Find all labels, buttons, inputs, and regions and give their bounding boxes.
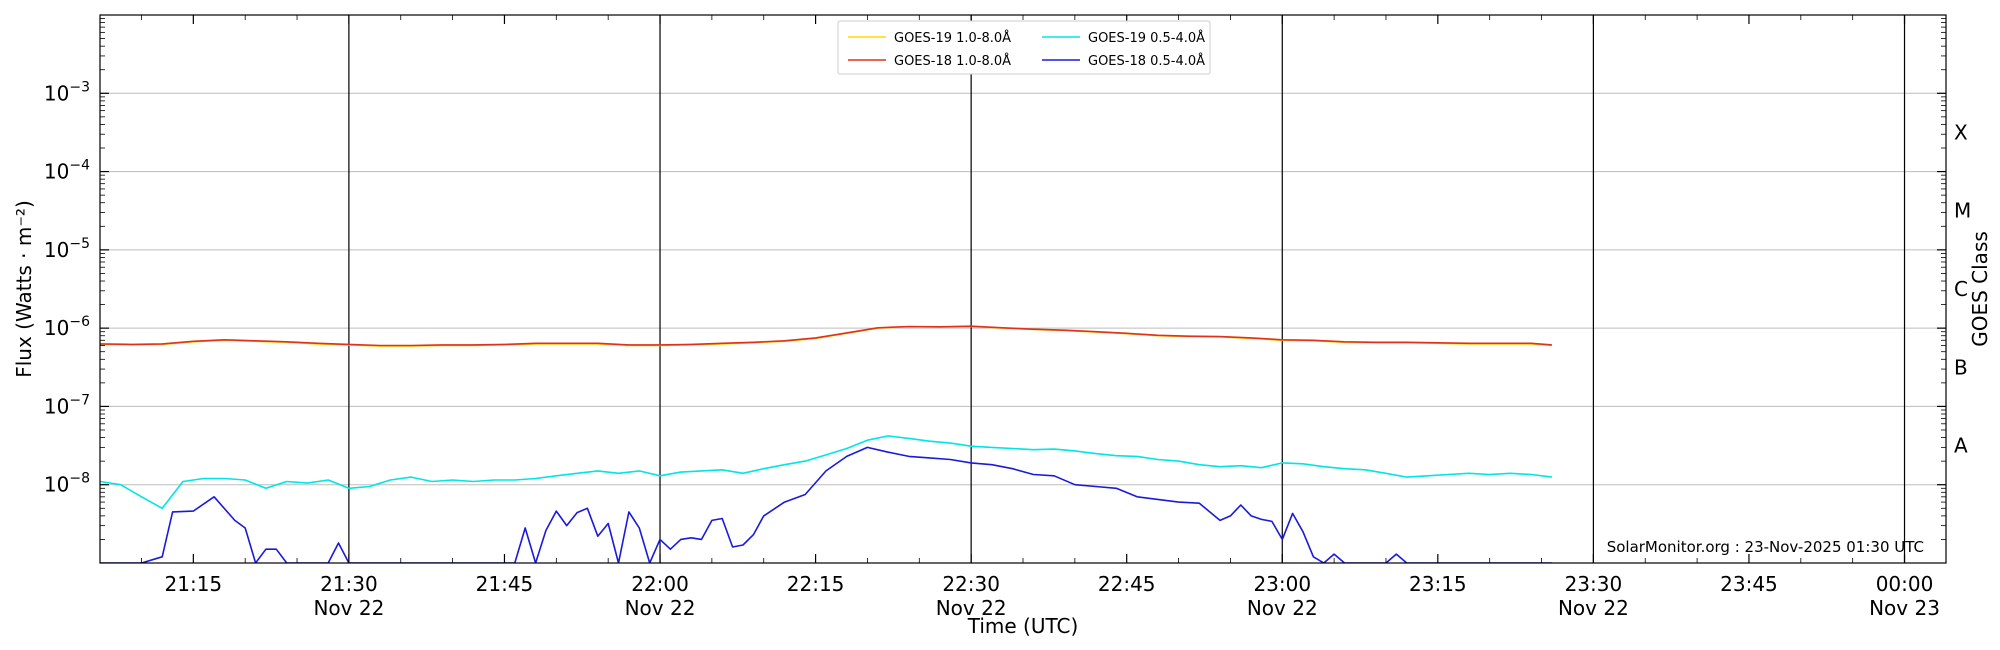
x-tick-label: 23:30	[1565, 572, 1623, 596]
goes-class-labels: X M C B A	[1954, 120, 1971, 457]
goes-class-label: B	[1954, 355, 1968, 379]
legend-box	[837, 20, 1211, 75]
credit-label: SolarMonitor.org : 23-Nov-2025 01:30 UTC	[1607, 538, 1924, 556]
series-line-3	[100, 435, 1552, 510]
x-tick-label: 23:15	[1409, 572, 1467, 596]
x-tick-label: 23:00	[1253, 572, 1311, 596]
legend-label: GOES-18 1.0-8.0Å	[894, 53, 1011, 69]
x-tick-label: 23:45	[1720, 572, 1778, 596]
right-axis-title: GOES Class	[1968, 231, 1992, 347]
time-marker-lines	[348, 15, 1906, 563]
y-gridlines	[100, 92, 1946, 486]
x-tick-date-label: Nov 22	[936, 596, 1007, 620]
x-tick-date-label: Nov 23	[1869, 596, 1940, 620]
minor-ticks	[100, 15, 1946, 563]
y-tick-label: 10−7	[44, 392, 90, 418]
y-tick-label: 10−8	[44, 471, 90, 497]
x-tick-label: 22:15	[787, 572, 845, 596]
y-tick-label: 10−4	[44, 158, 90, 184]
x-tick-date-label: Nov 22	[625, 596, 696, 620]
legend: GOES-19 1.0-8.0Å GOES-18 1.0-8.0Å GOES-19 …	[837, 20, 1211, 75]
flux-series	[100, 325, 1552, 563]
x-tick-date-label: Nov 22	[313, 596, 384, 620]
x-tick-label: 21:45	[476, 572, 534, 596]
y-tick-label: 10−5	[44, 236, 90, 262]
series-line-4	[100, 446, 1552, 563]
goes-class-label: C	[1954, 277, 1968, 301]
x-tick-label: 22:00	[631, 572, 689, 596]
y-tick-label: 10−6	[44, 314, 90, 340]
legend-label: GOES-18 0.5-4.0Å	[1088, 53, 1205, 69]
x-tick-label: 22:30	[942, 572, 1000, 596]
plot-frame	[99, 14, 1947, 564]
goes-class-label: X	[1954, 120, 1968, 144]
x-tick-date-label: Nov 22	[1558, 596, 1629, 620]
goes-class-label: M	[1954, 199, 1971, 223]
x-axis-title: Time (UTC)	[967, 614, 1079, 638]
y-tick-label: 10−3	[44, 79, 90, 105]
y-tick-labels: 10−3 10−4 10−5 10−6 10−7 10−8	[44, 79, 1946, 497]
x-tick-label: 00:00	[1876, 572, 1934, 596]
x-tick-date-label: Nov 22	[1247, 596, 1318, 620]
series-line-2	[100, 325, 1552, 347]
x-tick-label: 21:30	[320, 572, 378, 596]
legend-label: GOES-19 0.5-4.0Å	[1088, 30, 1205, 46]
y-axis-title: Flux (Watts · m⁻²)	[12, 200, 36, 378]
x-tick-label: 21:15	[165, 572, 223, 596]
legend-label: GOES-19 1.0-8.0Å	[894, 30, 1011, 46]
x-tick-label: 22:45	[1098, 572, 1156, 596]
goes-class-label: A	[1954, 434, 1968, 458]
